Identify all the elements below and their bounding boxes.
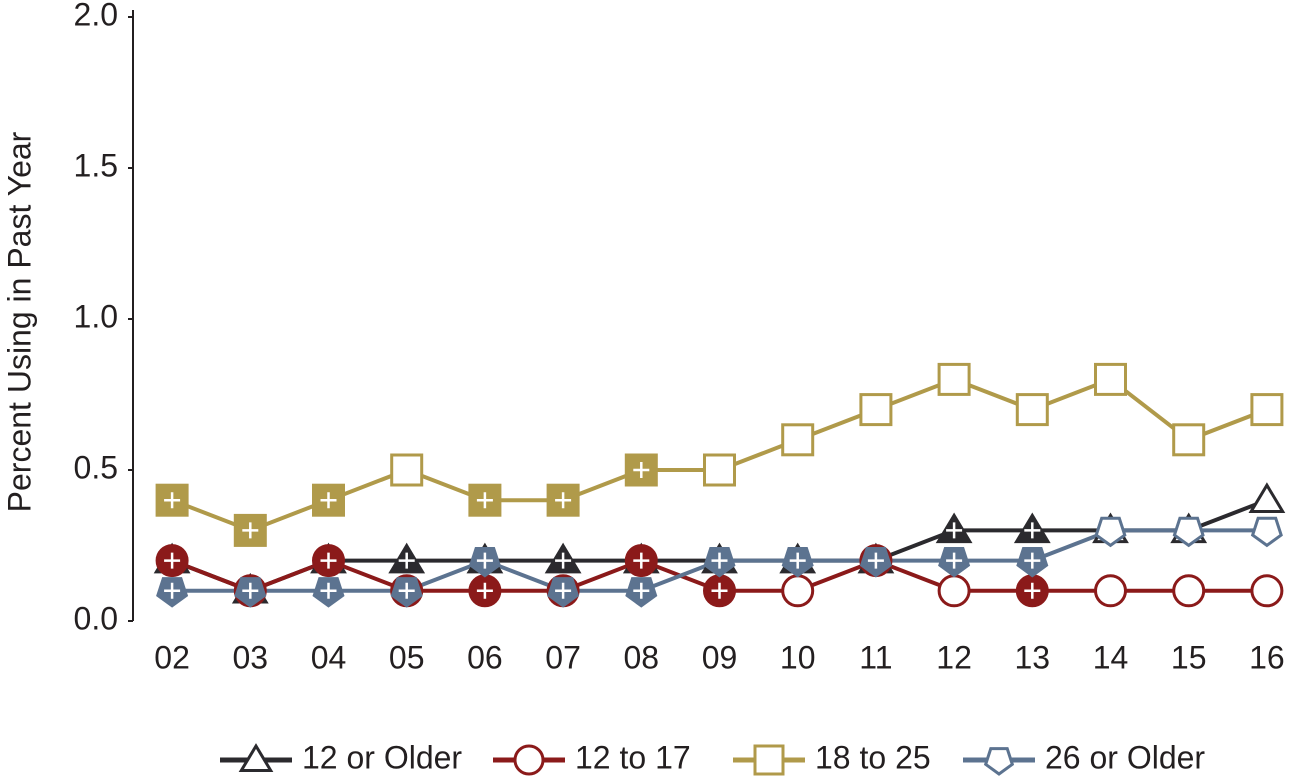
significance-plus [320,582,337,599]
significance-plus [476,552,493,569]
legend-marker [513,744,545,776]
x-tick-label: 10 [780,639,816,675]
data-point [312,483,345,517]
significance-plus [711,552,728,569]
significance-plus [633,582,650,599]
significance-plus [1024,522,1041,539]
significance-plus [711,582,728,599]
data-point [1248,482,1286,513]
data-point [859,393,893,427]
y-axis-label: Percent Using in Past Year [1,131,37,512]
significance-plus [633,552,650,569]
significance-plus [398,582,415,599]
significance-plus [476,492,493,509]
x-tick-label: 03 [233,639,269,675]
significance-plus [946,552,963,569]
x-tick-label: 07 [545,639,581,675]
legend-marker [238,743,274,772]
x-tick-label: 13 [1015,639,1051,675]
y-tick-label: 0.5 [74,449,118,485]
x-tick-label: 14 [1093,639,1129,675]
data-point [1015,393,1049,427]
data-point [1094,574,1127,608]
data-point [546,483,580,517]
significance-plus [946,522,963,539]
legend-label: 18 to 25 [815,739,931,775]
x-tick-label: 05 [389,639,425,675]
legend-label: 12 or Older [302,739,462,775]
significance-plus [1024,552,1041,569]
significance-plus [320,492,337,509]
y-tick-label: 2.0 [74,0,118,32]
significance-plus [164,552,181,569]
data-point [1094,362,1127,396]
data-point [703,453,736,487]
data-point [1250,574,1284,608]
legend-label: 26 or Older [1045,739,1205,775]
legend-label: 12 to 17 [575,739,691,775]
data-point [390,453,424,487]
significance-plus [398,552,415,569]
x-tick-label: 06 [467,639,503,675]
significance-plus [633,462,650,478]
legend-marker [983,747,1015,776]
significance-plus [555,582,572,599]
x-tick-label: 02 [154,639,190,675]
y-tick-label: 1.5 [74,147,118,183]
x-tick-label: 11 [859,639,892,675]
data-point [781,574,815,608]
significance-plus [555,552,572,569]
significance-plus [164,492,181,509]
data-point [781,423,815,457]
significance-plus [320,552,337,569]
data-point [937,362,971,396]
significance-plus [242,522,259,539]
x-tick-label: 08 [624,639,660,675]
significance-plus [242,582,259,599]
significance-plus [476,582,493,599]
x-tick-label: 12 [936,639,972,675]
y-tick-label: 1.0 [74,298,118,334]
significance-plus [555,492,572,509]
y-tick-label: 0.0 [74,600,118,636]
significance-plus [164,582,181,599]
legend-marker [753,744,785,776]
x-tick-label: 15 [1171,639,1207,675]
x-tick-label: 09 [702,639,738,675]
data-point [1172,516,1205,548]
significance-plus [789,552,806,569]
data-point [1250,516,1283,548]
significance-plus [867,552,884,569]
x-tick-label: 04 [311,639,347,675]
significance-plus [1024,582,1041,599]
data-point [1172,574,1206,608]
data-point [1250,393,1284,427]
data-point [937,574,971,608]
data-point [1094,516,1127,548]
x-tick-label: 16 [1249,639,1285,675]
data-point [1172,423,1206,457]
